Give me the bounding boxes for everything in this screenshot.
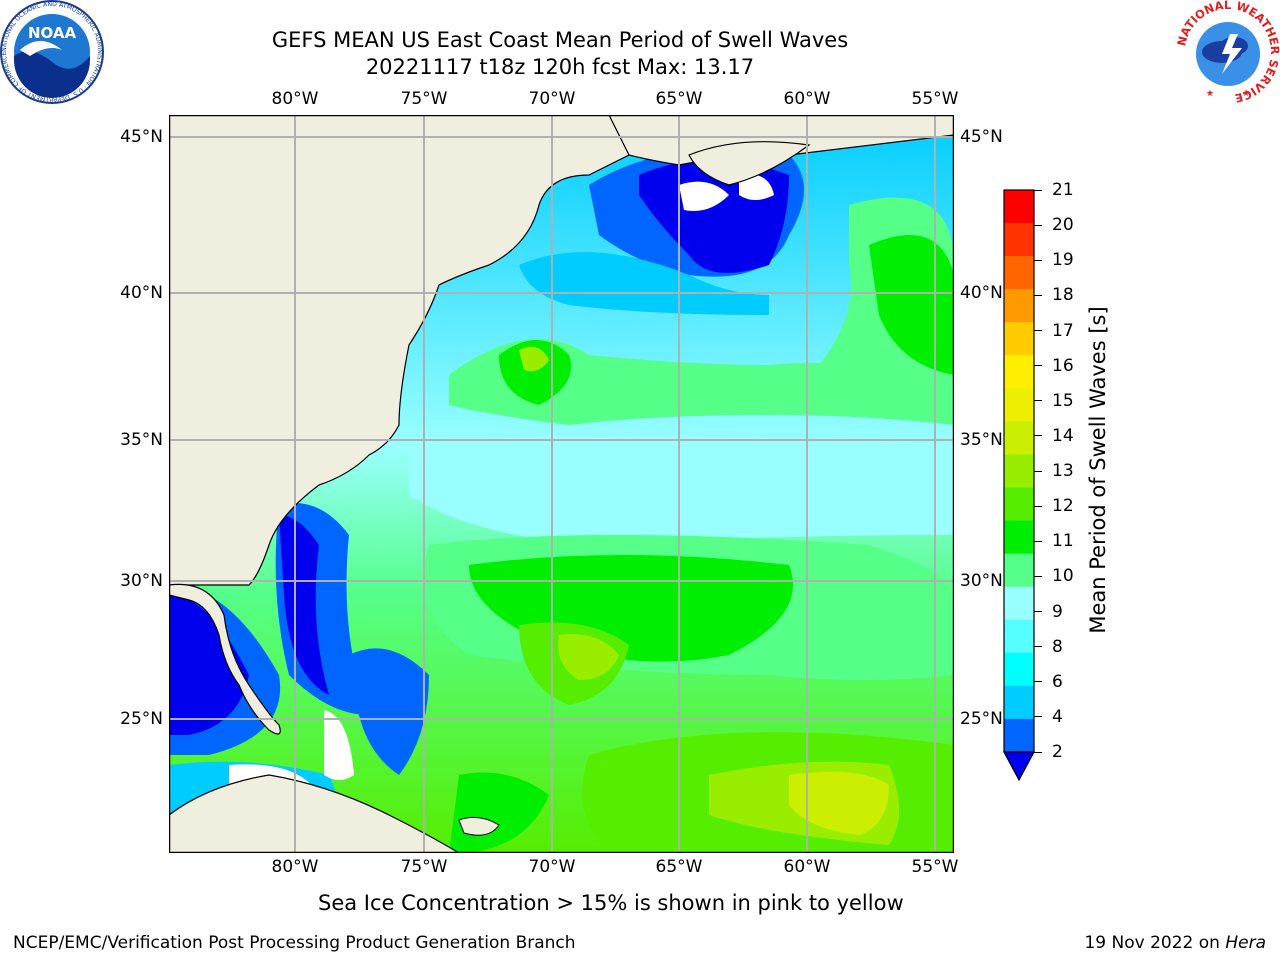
colorbar-band <box>1004 718 1034 753</box>
colorbar-tick-label: 18 <box>1052 285 1074 306</box>
colorbar-tick-label: 4 <box>1052 706 1063 727</box>
lat-tick-left-40n: 40°N <box>120 283 163 303</box>
svg-text:★: ★ <box>1242 89 1250 99</box>
colorbar-tick-label: 12 <box>1052 496 1074 517</box>
lat-tick-right-35n: 35°N <box>960 430 1003 450</box>
colorbar-tick-mark <box>1034 224 1042 226</box>
colorbar-band <box>1004 487 1034 522</box>
lat-tick-right-45n: 45°N <box>960 127 1003 147</box>
footer-date-text: 19 Nov 2022 on <box>1084 933 1220 953</box>
lon-tick-top-80w: 80°W <box>271 89 319 109</box>
colorbar-tick-mark <box>1034 330 1042 331</box>
lon-tick-bottom-75w: 75°W <box>400 857 448 877</box>
colorbar-tick-mark <box>1034 189 1042 191</box>
caption: Sea Ice Concentration > 15% is shown in … <box>318 891 904 915</box>
lon-tick-top-55w: 55°W <box>911 89 959 109</box>
colorbar-tick-mark <box>1034 505 1042 507</box>
colorbar-band <box>1004 553 1034 588</box>
colorbar-tick-mark <box>1034 259 1042 261</box>
colorbar-tick-label: 21 <box>1052 180 1074 200</box>
colorbar-label: Mean Period of Swell Waves [s] <box>1086 306 1110 634</box>
lat-tick-right-25n: 25°N <box>960 709 1003 729</box>
colorbar-tick-label: 15 <box>1052 390 1074 411</box>
colorbar-band <box>1004 652 1034 687</box>
lon-tick-bottom-70w: 70°W <box>528 857 576 877</box>
colorbar-tick-label: 6 <box>1052 671 1063 692</box>
colorbar-extension <box>1002 751 1036 782</box>
colorbar-tick-mark <box>1034 646 1042 648</box>
title-line-2: 20221117 t18z 120h fcst Max: 13.17 <box>365 55 755 79</box>
lat-tick-left-35n: 35°N <box>120 430 163 450</box>
lon-tick-bottom-55w: 55°W <box>911 857 959 877</box>
colorbar-band <box>1004 322 1034 356</box>
colorbar-tick-label: 17 <box>1052 320 1074 341</box>
colorbar-tick-mark <box>1034 681 1042 683</box>
colorbar-tick-label: 2 <box>1052 742 1063 762</box>
lat-tick-left-30n: 30°N <box>120 571 163 591</box>
colorbar-tick-label: 8 <box>1052 636 1063 657</box>
colorbar-tick-mark <box>1034 294 1042 296</box>
colorbar-tick-label: 11 <box>1052 531 1074 552</box>
footer-date: 19 Nov 2022 on Hera <box>1084 933 1266 953</box>
colorbar-tick-mark <box>1034 751 1042 753</box>
colorbar-tick-label: 19 <box>1052 250 1074 271</box>
colorbar-tick-mark <box>1034 575 1042 577</box>
graticule <box>169 115 954 853</box>
footer-host: Hera <box>1225 933 1266 953</box>
colorbar-band <box>1004 520 1034 555</box>
lon-tick-top-65w: 65°W <box>655 89 703 109</box>
lat-tick-left-25n: 25°N <box>120 709 163 729</box>
colorbar-tick-mark <box>1034 365 1042 367</box>
nws-logo: NATIONAL WEATHER SERVICE ★ ★ <box>1176 0 1280 104</box>
lon-tick-bottom-80w: 80°W <box>271 857 319 877</box>
lat-tick-right-40n: 40°N <box>960 283 1003 303</box>
lon-tick-bottom-65w: 65°W <box>655 857 703 877</box>
colorbar-tick-mark <box>1034 435 1042 437</box>
map-panel <box>169 115 954 853</box>
colorbar-tick-label: 9 <box>1052 601 1063 622</box>
colorbar-band <box>1004 223 1034 257</box>
lat-tick-left-45n: 45°N <box>120 127 163 147</box>
colorbar-band <box>1004 421 1034 455</box>
lon-tick-bottom-60w: 60°W <box>783 857 831 877</box>
colorbar-tick-label: 20 <box>1052 215 1074 236</box>
colorbar-band <box>1004 289 1034 323</box>
colorbar-band <box>1004 190 1034 224</box>
colorbar-band <box>1004 355 1034 389</box>
colorbar-tick-label: 14 <box>1052 425 1074 446</box>
footer-credit: NCEP/EMC/Verification Post Processing Pr… <box>13 933 576 953</box>
lon-tick-top-60w: 60°W <box>783 89 831 109</box>
svg-text:NOAA: NOAA <box>28 24 77 42</box>
colorbar <box>1002 189 1036 782</box>
noaa-logo: NATIONAL OCEANIC AND ATMOSPHERIC ADMINIS… <box>0 0 104 104</box>
colorbar-tick-mark <box>1034 716 1042 718</box>
svg-text:★: ★ <box>1206 89 1214 99</box>
lon-tick-top-75w: 75°W <box>400 89 448 109</box>
lon-tick-top-70w: 70°W <box>528 89 576 109</box>
colorbar-tick-mark <box>1034 611 1042 612</box>
colorbar-tick-mark <box>1034 540 1042 542</box>
colorbar-tick-label: 16 <box>1052 355 1074 376</box>
colorbar-band <box>1004 586 1034 621</box>
title-line-1: GEFS MEAN US East Coast Mean Period of S… <box>271 28 849 52</box>
colorbar-band <box>1004 256 1034 290</box>
swell-field <box>169 149 954 853</box>
colorbar-band <box>1004 388 1034 422</box>
colorbar-tick-label: 10 <box>1052 566 1074 587</box>
colorbar-band <box>1004 619 1034 654</box>
lat-tick-right-30n: 30°N <box>960 571 1003 591</box>
colorbar-tick-label: 13 <box>1052 461 1074 481</box>
colorbar-band <box>1004 685 1034 720</box>
colorbar-tick-mark <box>1034 400 1042 402</box>
colorbar-tick-mark <box>1034 470 1042 472</box>
colorbar-band <box>1004 454 1034 489</box>
